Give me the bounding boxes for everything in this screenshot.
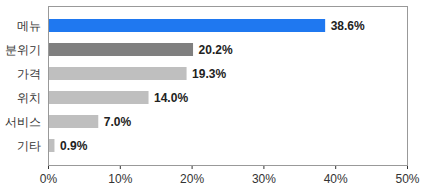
svg-text:10%: 10% <box>108 172 132 186</box>
svg-text:14.0%: 14.0% <box>154 91 188 105</box>
svg-text:19.3%: 19.3% <box>192 67 226 81</box>
svg-text:50%: 50% <box>395 172 419 186</box>
svg-text:0%: 0% <box>40 172 58 186</box>
svg-text:메뉴: 메뉴 <box>17 19 41 33</box>
svg-text:위치: 위치 <box>17 91 41 105</box>
svg-text:20.2%: 20.2% <box>199 43 233 57</box>
svg-text:40%: 40% <box>324 172 348 186</box>
svg-text:가격: 가격 <box>17 67 41 81</box>
svg-text:기타: 기타 <box>17 139 41 153</box>
svg-text:분위기: 분위기 <box>5 43 41 57</box>
svg-text:30%: 30% <box>252 172 276 186</box>
svg-text:20%: 20% <box>180 172 204 186</box>
svg-text:서비스: 서비스 <box>5 115 41 129</box>
svg-text:7.0%: 7.0% <box>104 115 132 129</box>
svg-text:0.9%: 0.9% <box>60 139 88 153</box>
svg-text:38.6%: 38.6% <box>331 19 365 33</box>
